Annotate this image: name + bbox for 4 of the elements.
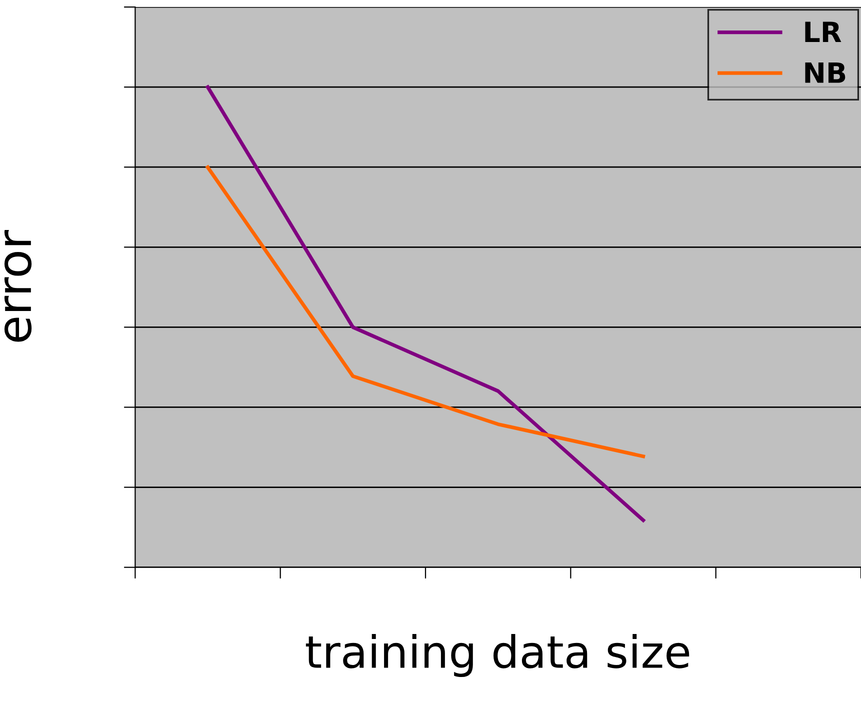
legend-label: LR xyxy=(805,22,842,42)
x-axis-title: training data size xyxy=(306,634,690,677)
legend-label: NB xyxy=(805,62,846,83)
y-axis-title: error xyxy=(4,230,32,342)
